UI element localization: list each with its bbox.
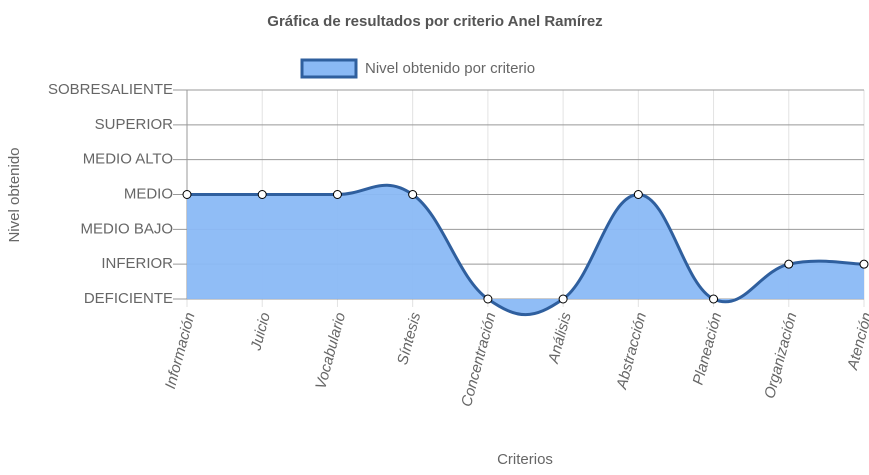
x-tick-label: Organización bbox=[761, 311, 800, 401]
chart-title: Gráfica de resultados por criterio Anel … bbox=[267, 13, 602, 30]
x-tick-label: Abstracción bbox=[613, 311, 650, 392]
y-tick-label: MEDIO BAJO bbox=[80, 220, 173, 237]
data-point bbox=[332, 190, 342, 199]
y-tick-label: INFERIOR bbox=[101, 255, 173, 272]
data-point bbox=[633, 190, 643, 199]
y-tick-label: DEFICIENTE bbox=[84, 290, 173, 307]
area-fill bbox=[187, 185, 864, 315]
y-tick-label: SUPERIOR bbox=[95, 116, 174, 133]
legend-swatch bbox=[300, 58, 358, 79]
data-point bbox=[257, 190, 267, 199]
x-tick-label: Análisis bbox=[545, 310, 575, 366]
x-tick-label: Juicio bbox=[247, 311, 274, 353]
x-tick-label: Información bbox=[162, 311, 199, 391]
y-tick-label: MEDIO bbox=[124, 185, 173, 202]
data-point bbox=[709, 294, 719, 304]
legend-label: Nivel obtenido por criterio bbox=[365, 60, 535, 77]
x-tick-label: Concentración bbox=[458, 311, 499, 409]
y-tick-label: MEDIO ALTO bbox=[83, 151, 173, 168]
data-point bbox=[408, 190, 418, 199]
x-tick-label: Atención bbox=[844, 311, 869, 373]
x-axis-title: Criterios bbox=[497, 451, 553, 468]
x-tick-label: Vocabulario bbox=[312, 311, 349, 391]
x-tick-label: Síntesis bbox=[394, 310, 424, 366]
y-axis-title: Nivel obtenido bbox=[6, 147, 23, 242]
series-line bbox=[187, 183, 865, 317]
y-tick-label: SOBRESALIENTE bbox=[48, 81, 173, 98]
data-point bbox=[182, 190, 192, 199]
data-point bbox=[859, 259, 869, 269]
x-tick-label: Planeación bbox=[690, 311, 726, 387]
data-point bbox=[483, 294, 493, 304]
data-point bbox=[558, 294, 568, 304]
data-point bbox=[784, 259, 794, 269]
